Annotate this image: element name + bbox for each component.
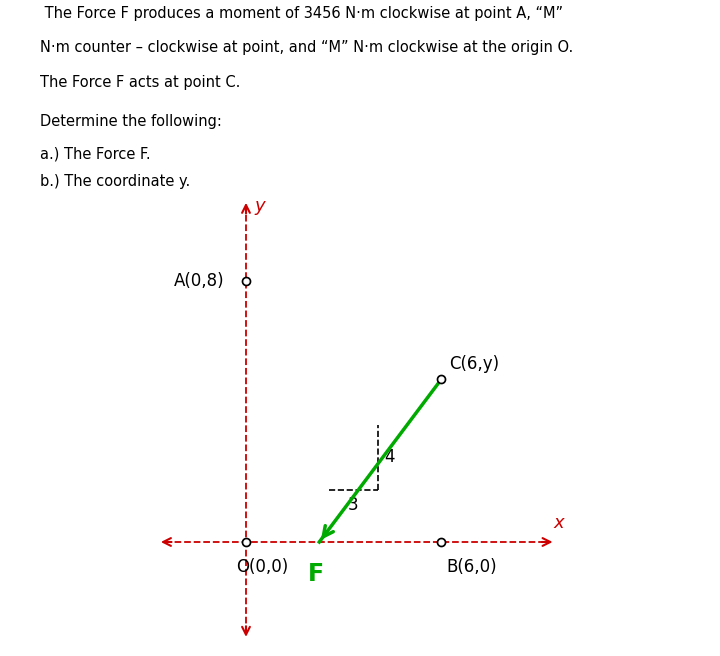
Text: 4: 4 bbox=[384, 448, 395, 466]
Text: x: x bbox=[554, 514, 564, 532]
Text: a.) The Force F.: a.) The Force F. bbox=[40, 147, 150, 162]
Text: N·m counter – clockwise at point, and “M” N·m clockwise at the origin O.: N·m counter – clockwise at point, and “M… bbox=[40, 41, 573, 55]
Text: The Force F acts at point C.: The Force F acts at point C. bbox=[40, 75, 240, 91]
Text: y: y bbox=[254, 197, 265, 215]
Text: B(6,0): B(6,0) bbox=[446, 558, 497, 576]
Text: C(6,y): C(6,y) bbox=[449, 355, 500, 373]
Text: b.) The coordinate y.: b.) The coordinate y. bbox=[40, 174, 190, 190]
Text: F: F bbox=[308, 562, 324, 586]
Text: 3: 3 bbox=[348, 497, 359, 514]
Text: The Force F produces a moment of 3456 N·m clockwise at point A, “M”: The Force F produces a moment of 3456 N·… bbox=[40, 5, 563, 20]
Text: A(0,8): A(0,8) bbox=[174, 272, 225, 291]
Text: O(0,0): O(0,0) bbox=[236, 558, 289, 576]
Text: Determine the following:: Determine the following: bbox=[40, 114, 222, 129]
